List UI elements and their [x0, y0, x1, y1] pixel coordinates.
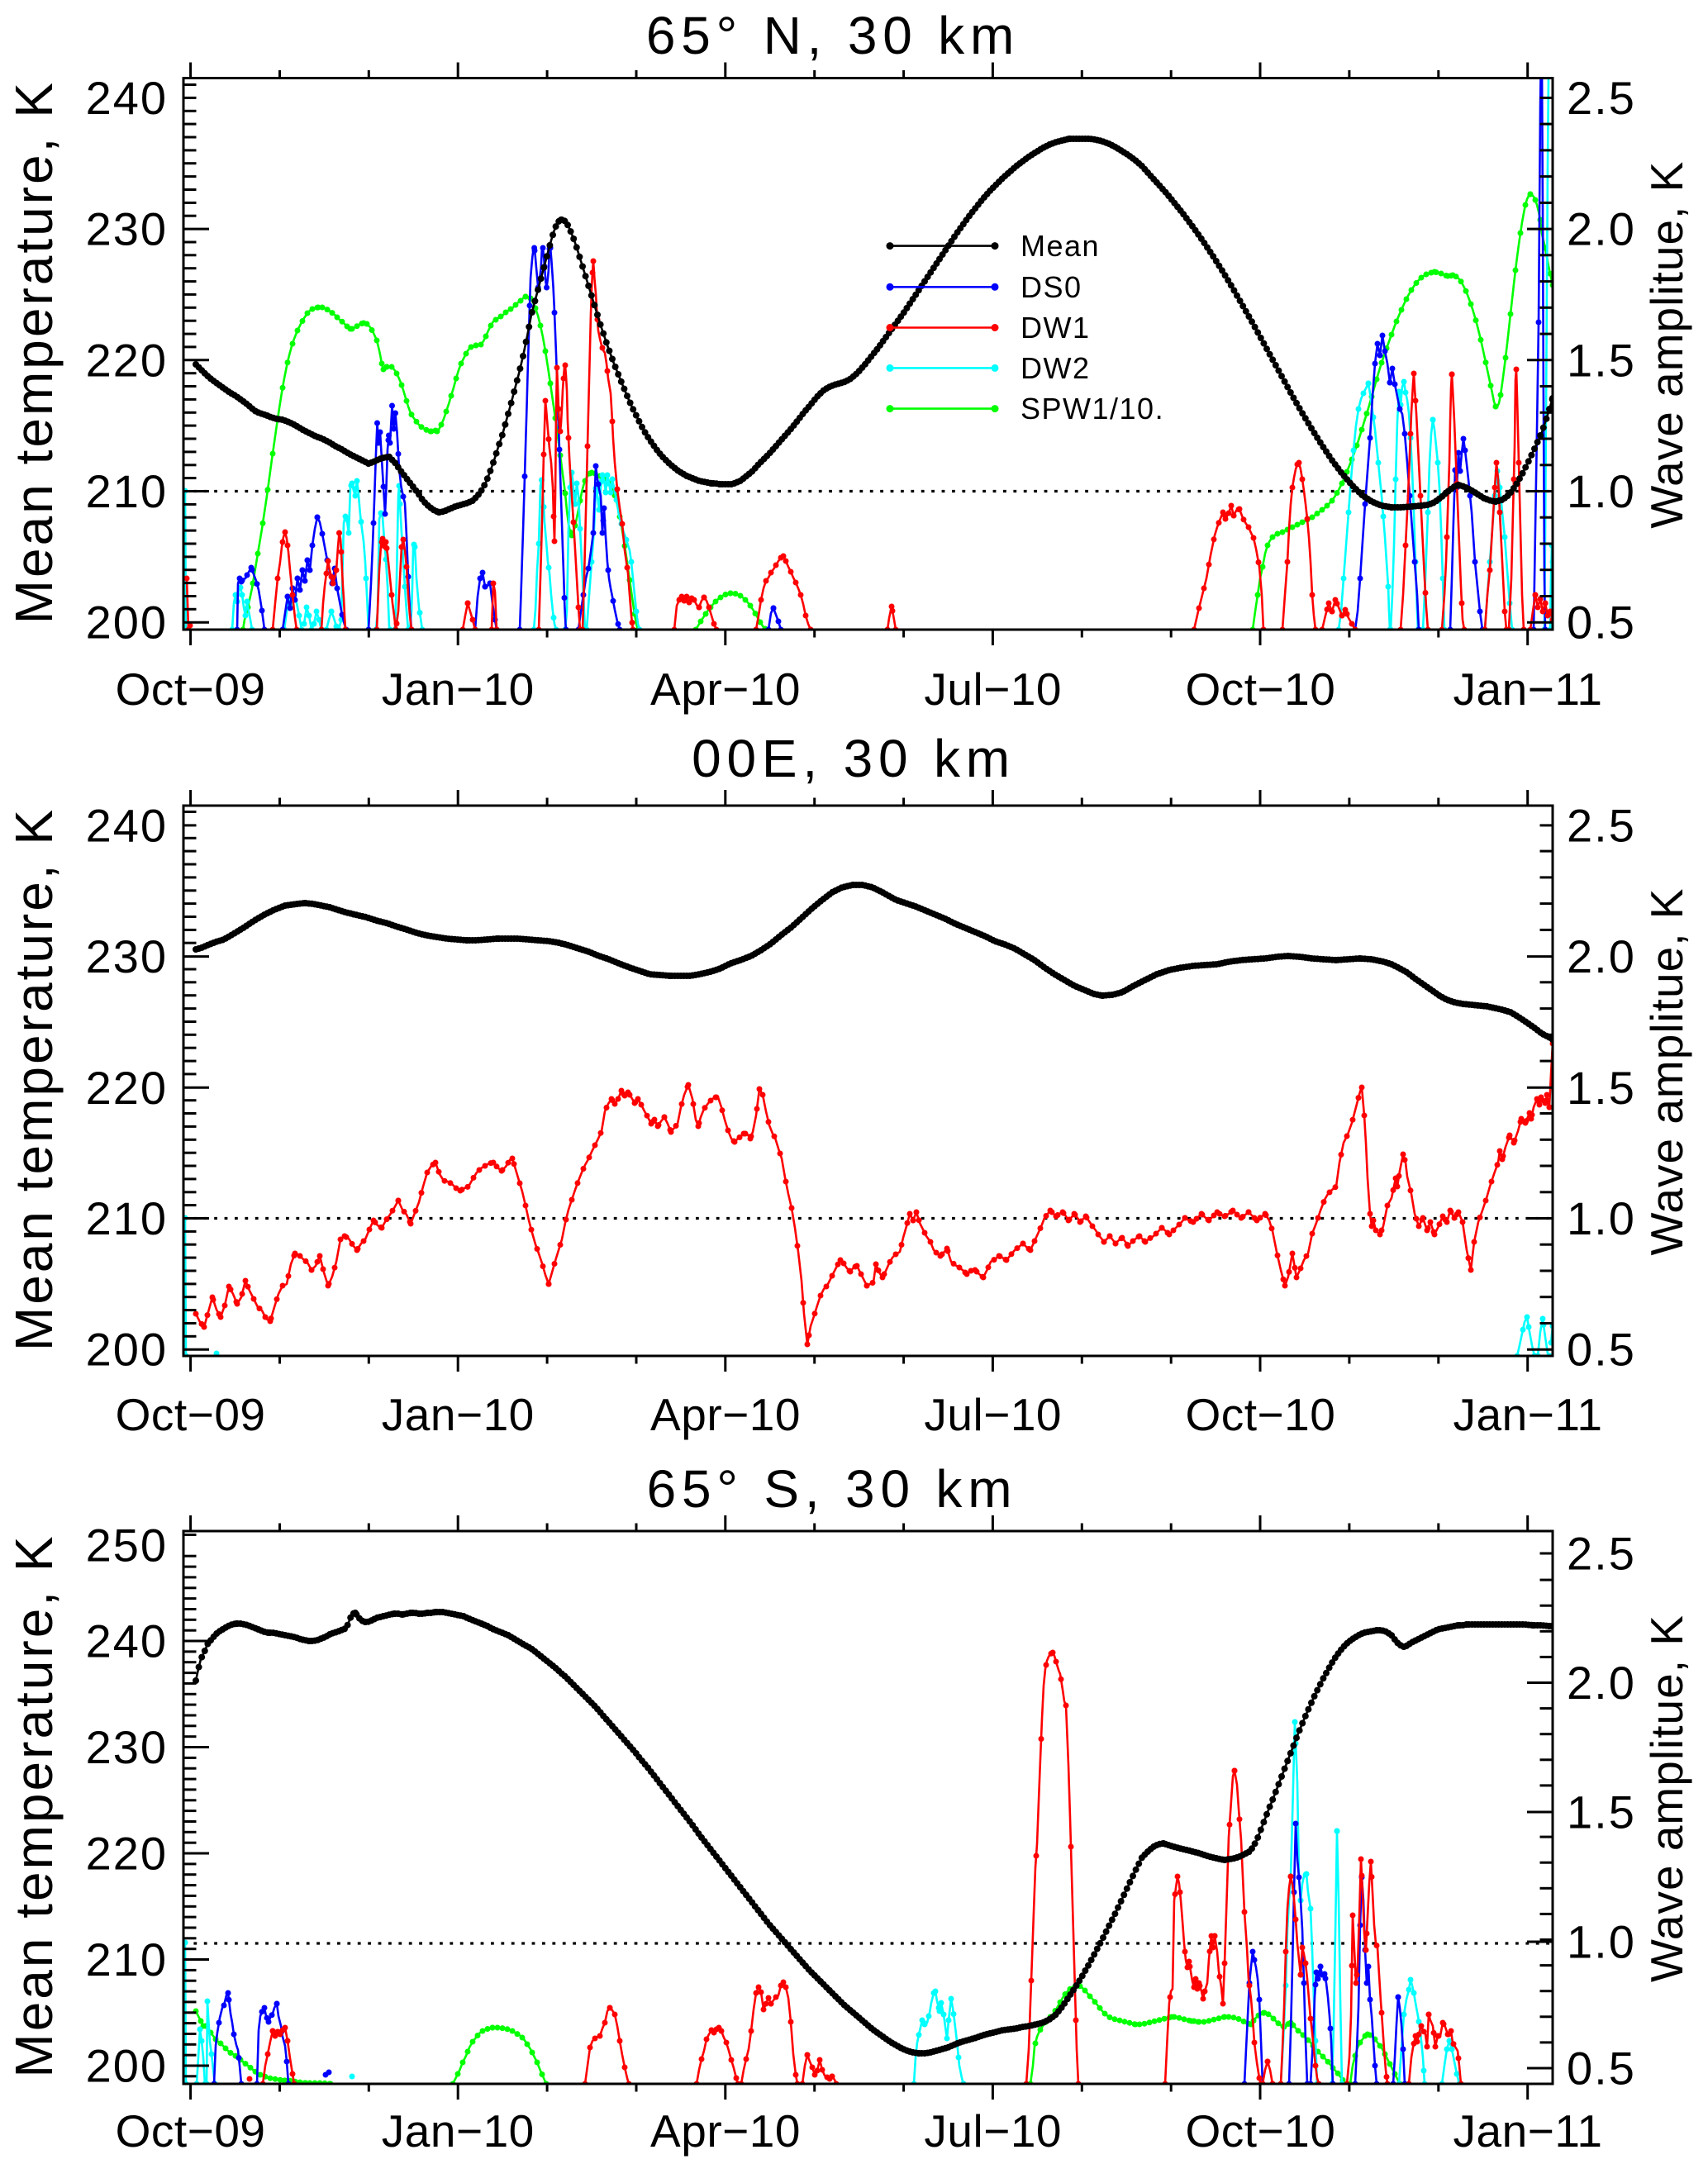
svg-text:200: 200: [86, 597, 168, 649]
svg-text:DS0: DS0: [1021, 270, 1082, 304]
svg-text:200: 200: [86, 2040, 168, 2092]
svg-text:250: 250: [86, 1520, 168, 1572]
svg-text:Wave amplitue, K: Wave amplitue, K: [1641, 1615, 1692, 1982]
svg-text:220: 220: [86, 1062, 168, 1114]
svg-text:65° N, 30 km: 65° N, 30 km: [646, 6, 1020, 65]
svg-text:240: 240: [86, 1615, 168, 1667]
svg-text:Jul−10: Jul−10: [924, 663, 1062, 715]
svg-text:2.5: 2.5: [1567, 1528, 1636, 1580]
svg-text:Jan−10: Jan−10: [382, 663, 535, 715]
svg-text:2.0: 2.0: [1567, 1657, 1636, 1709]
svg-text:Mean temperature, K: Mean temperature, K: [4, 807, 64, 1351]
svg-text:210: 210: [86, 1192, 168, 1244]
svg-text:2.0: 2.0: [1567, 203, 1636, 255]
svg-text:DW1: DW1: [1021, 311, 1091, 345]
svg-text:200: 200: [86, 1324, 168, 1376]
svg-text:Jan−11: Jan−11: [1453, 663, 1603, 715]
svg-text:2.5: 2.5: [1567, 72, 1636, 124]
svg-text:1.5: 1.5: [1567, 334, 1636, 386]
svg-text:DW2: DW2: [1021, 351, 1091, 385]
svg-text:00E, 30 km: 00E, 30 km: [692, 729, 1016, 788]
svg-text:210: 210: [86, 1933, 168, 1986]
svg-text:Jan−11: Jan−11: [1453, 2105, 1603, 2157]
svg-text:Oct−09: Oct−09: [116, 663, 266, 715]
svg-text:Oct−10: Oct−10: [1185, 2105, 1335, 2157]
svg-text:Apr−10: Apr−10: [650, 1389, 801, 1440]
svg-text:Apr−10: Apr−10: [650, 2105, 801, 2157]
svg-text:Wave amplitue, K: Wave amplitue, K: [1641, 888, 1692, 1256]
svg-text:Mean: Mean: [1021, 229, 1100, 263]
svg-text:Apr−10: Apr−10: [650, 663, 801, 715]
svg-text:2.5: 2.5: [1567, 799, 1636, 851]
svg-text:230: 230: [86, 930, 168, 982]
svg-text:1.5: 1.5: [1567, 1062, 1636, 1114]
svg-text:230: 230: [86, 1721, 168, 1773]
svg-text:Mean temperature, K: Mean temperature, K: [4, 1534, 64, 2077]
svg-text:65° S, 30 km: 65° S, 30 km: [647, 1459, 1018, 1519]
svg-text:240: 240: [86, 799, 168, 851]
svg-text:Jan−11: Jan−11: [1453, 1389, 1603, 1440]
svg-text:Oct−09: Oct−09: [116, 1389, 266, 1440]
svg-text:0.5: 0.5: [1567, 1324, 1636, 1376]
svg-text:Oct−10: Oct−10: [1185, 663, 1335, 715]
svg-text:220: 220: [86, 1828, 168, 1880]
svg-text:Jul−10: Jul−10: [924, 2105, 1062, 2157]
svg-text:0.5: 0.5: [1567, 2043, 1636, 2095]
svg-text:240: 240: [86, 72, 168, 124]
svg-text:230: 230: [86, 203, 168, 255]
svg-text:1.0: 1.0: [1567, 465, 1636, 517]
svg-text:1.0: 1.0: [1567, 1192, 1636, 1244]
svg-text:2.0: 2.0: [1567, 930, 1636, 982]
svg-text:1.0: 1.0: [1567, 1916, 1636, 1968]
svg-text:Jan−10: Jan−10: [382, 1389, 535, 1440]
svg-text:Oct−09: Oct−09: [116, 2105, 266, 2157]
svg-text:Oct−10: Oct−10: [1185, 1389, 1335, 1440]
svg-text:SPW1/10.: SPW1/10.: [1021, 392, 1164, 426]
svg-text:0.5: 0.5: [1567, 597, 1636, 649]
svg-text:210: 210: [86, 465, 168, 517]
svg-text:1.5: 1.5: [1567, 1786, 1636, 1838]
svg-text:Wave amplitue, K: Wave amplitue, K: [1641, 161, 1692, 529]
svg-text:Jan−10: Jan−10: [382, 2105, 535, 2157]
svg-text:Mean temperature, K: Mean temperature, K: [4, 80, 64, 624]
svg-text:220: 220: [86, 334, 168, 386]
svg-text:Jul−10: Jul−10: [924, 1389, 1062, 1440]
